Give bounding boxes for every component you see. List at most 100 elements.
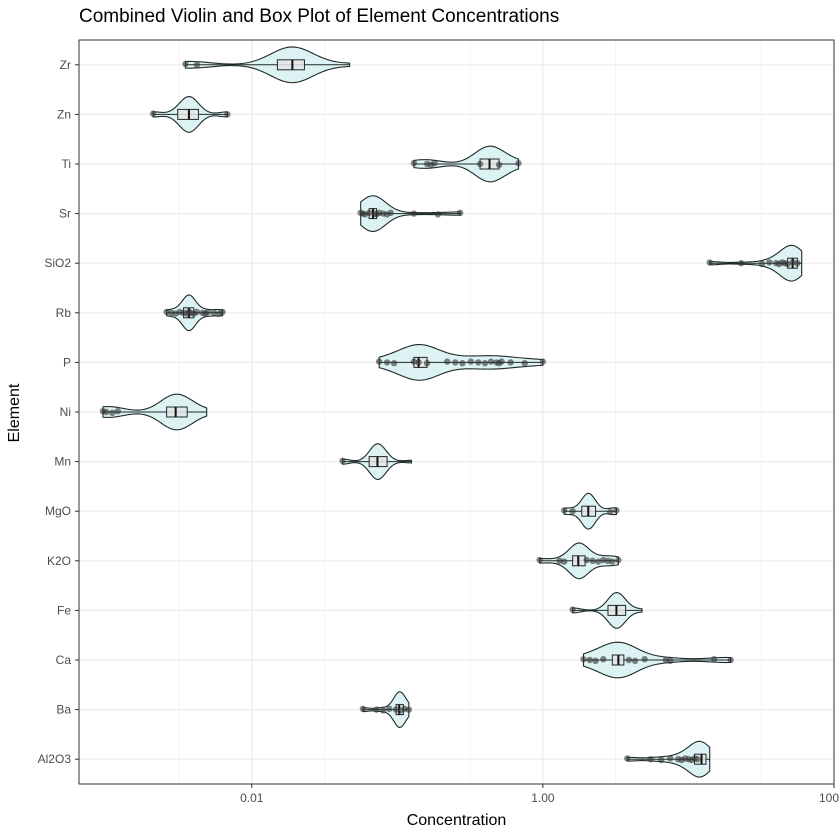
mark-layer [99, 46, 803, 778]
data-point-k2o [560, 558, 568, 565]
y-axis-label: Element [6, 383, 23, 443]
data-point-ba [359, 705, 367, 712]
data-point-sr [434, 211, 442, 218]
data-point-sio2 [758, 260, 766, 268]
data-point-p [481, 360, 489, 367]
data-point-p [423, 360, 431, 367]
data-point-fe [569, 606, 576, 613]
data-point-al2o3 [647, 756, 654, 763]
violin-group-mgo [560, 492, 620, 530]
y-tick-label-al2o3: Al2O3 [38, 752, 72, 766]
data-point-rb [193, 308, 201, 316]
data-point-mn [339, 457, 346, 464]
data-point-p [375, 358, 383, 365]
data-point-ca [586, 656, 593, 664]
data-point-ti [515, 160, 522, 167]
data-point-k2o [595, 558, 602, 565]
data-point-ti [431, 160, 438, 167]
data-point-al2o3 [667, 755, 674, 762]
data-point-p [383, 359, 391, 366]
data-point-mgo [569, 508, 576, 515]
axis-layer: Zr Zn Ti Sr SiO2 Rb P Ni Mn MgO K2O Fe Ca Ba Al2O3 0.01… [38, 58, 840, 805]
data-point-al2o3 [658, 756, 665, 764]
x-tick-label: 0.01 [240, 791, 264, 805]
x-tick-label: 1.00 [531, 791, 555, 805]
data-point-al2o3 [694, 756, 701, 763]
data-point-k2o [615, 556, 622, 564]
data-point-rb [210, 309, 218, 316]
data-point-ni [114, 408, 121, 415]
data-point-sio2 [766, 259, 773, 266]
data-point-ba [405, 706, 413, 713]
violin-group-k2o [536, 542, 622, 580]
data-point-k2o [536, 556, 543, 564]
data-point-ti [495, 161, 503, 168]
y-tick-label-ba: Ba [56, 703, 71, 717]
data-point-p [467, 358, 475, 365]
data-point-mgo [606, 508, 614, 516]
data-point-ba [386, 705, 393, 712]
y-tick-label-p: P [63, 355, 71, 369]
violin-group-p [375, 343, 547, 381]
data-point-rb [219, 308, 226, 316]
data-point-ca [592, 657, 599, 664]
data-point-ca [710, 656, 718, 663]
data-point-rb [204, 308, 212, 316]
data-point-p [443, 358, 451, 365]
y-tick-label-mgo: MgO [45, 504, 71, 518]
violin-group-zr [182, 46, 351, 84]
data-point-ba [373, 706, 380, 713]
data-point-ti [476, 160, 484, 168]
violin-group-ba [359, 691, 413, 729]
y-tick-label-sr: Sr [59, 207, 71, 221]
y-tick-label-k2o: K2O [47, 554, 71, 568]
data-point-zn [224, 111, 231, 118]
violin-group-zn [149, 95, 231, 133]
data-point-k2o [583, 556, 590, 564]
data-point-ti [410, 160, 418, 167]
box-ni [166, 406, 188, 418]
data-point-sio2 [784, 260, 791, 268]
y-tick-label-zr: Zr [60, 58, 71, 72]
x-tick-label: 100.0 [819, 791, 840, 805]
data-point-ca [727, 656, 734, 664]
data-point-sr [456, 209, 464, 216]
data-point-zr [193, 61, 201, 68]
violin-group-ca [580, 641, 734, 679]
data-point-ca [667, 657, 674, 664]
data-point-p [452, 359, 459, 366]
violin-group-ni [99, 393, 208, 431]
data-point-sr [365, 209, 373, 216]
violin-group-mn [339, 443, 412, 481]
data-point-p [487, 358, 495, 365]
violin-group-sio2 [706, 244, 803, 282]
data-point-ni [103, 408, 110, 416]
violin-group-sr [357, 195, 464, 233]
data-point-sio2 [794, 260, 801, 267]
x-axis-label: Concentration [406, 812, 507, 829]
y-tick-label-ni: Ni [60, 405, 71, 419]
data-point-p [459, 360, 466, 367]
data-point-ca [580, 656, 587, 663]
data-point-p [390, 360, 398, 367]
data-point-p [539, 358, 547, 365]
data-point-ni [109, 409, 116, 416]
data-point-k2o [589, 557, 596, 564]
violin-group-rb [163, 294, 226, 332]
data-point-sio2 [706, 259, 713, 266]
data-point-al2o3 [624, 755, 631, 762]
data-point-sio2 [737, 260, 745, 267]
data-point-sr [410, 210, 418, 217]
violin-group-al2o3 [624, 740, 711, 778]
y-tick-label-zn: Zn [57, 107, 71, 121]
data-point-ca [631, 657, 639, 664]
data-point-p [415, 359, 422, 366]
y-tick-label-sio2: SiO2 [44, 256, 71, 270]
violin-group-fe [569, 591, 643, 629]
y-tick-label-ca: Ca [56, 653, 72, 667]
data-point-ba [380, 707, 387, 714]
y-tick-label-fe: Fe [57, 603, 71, 617]
data-point-p [498, 358, 505, 365]
y-tick-label-rb: Rb [56, 306, 72, 320]
